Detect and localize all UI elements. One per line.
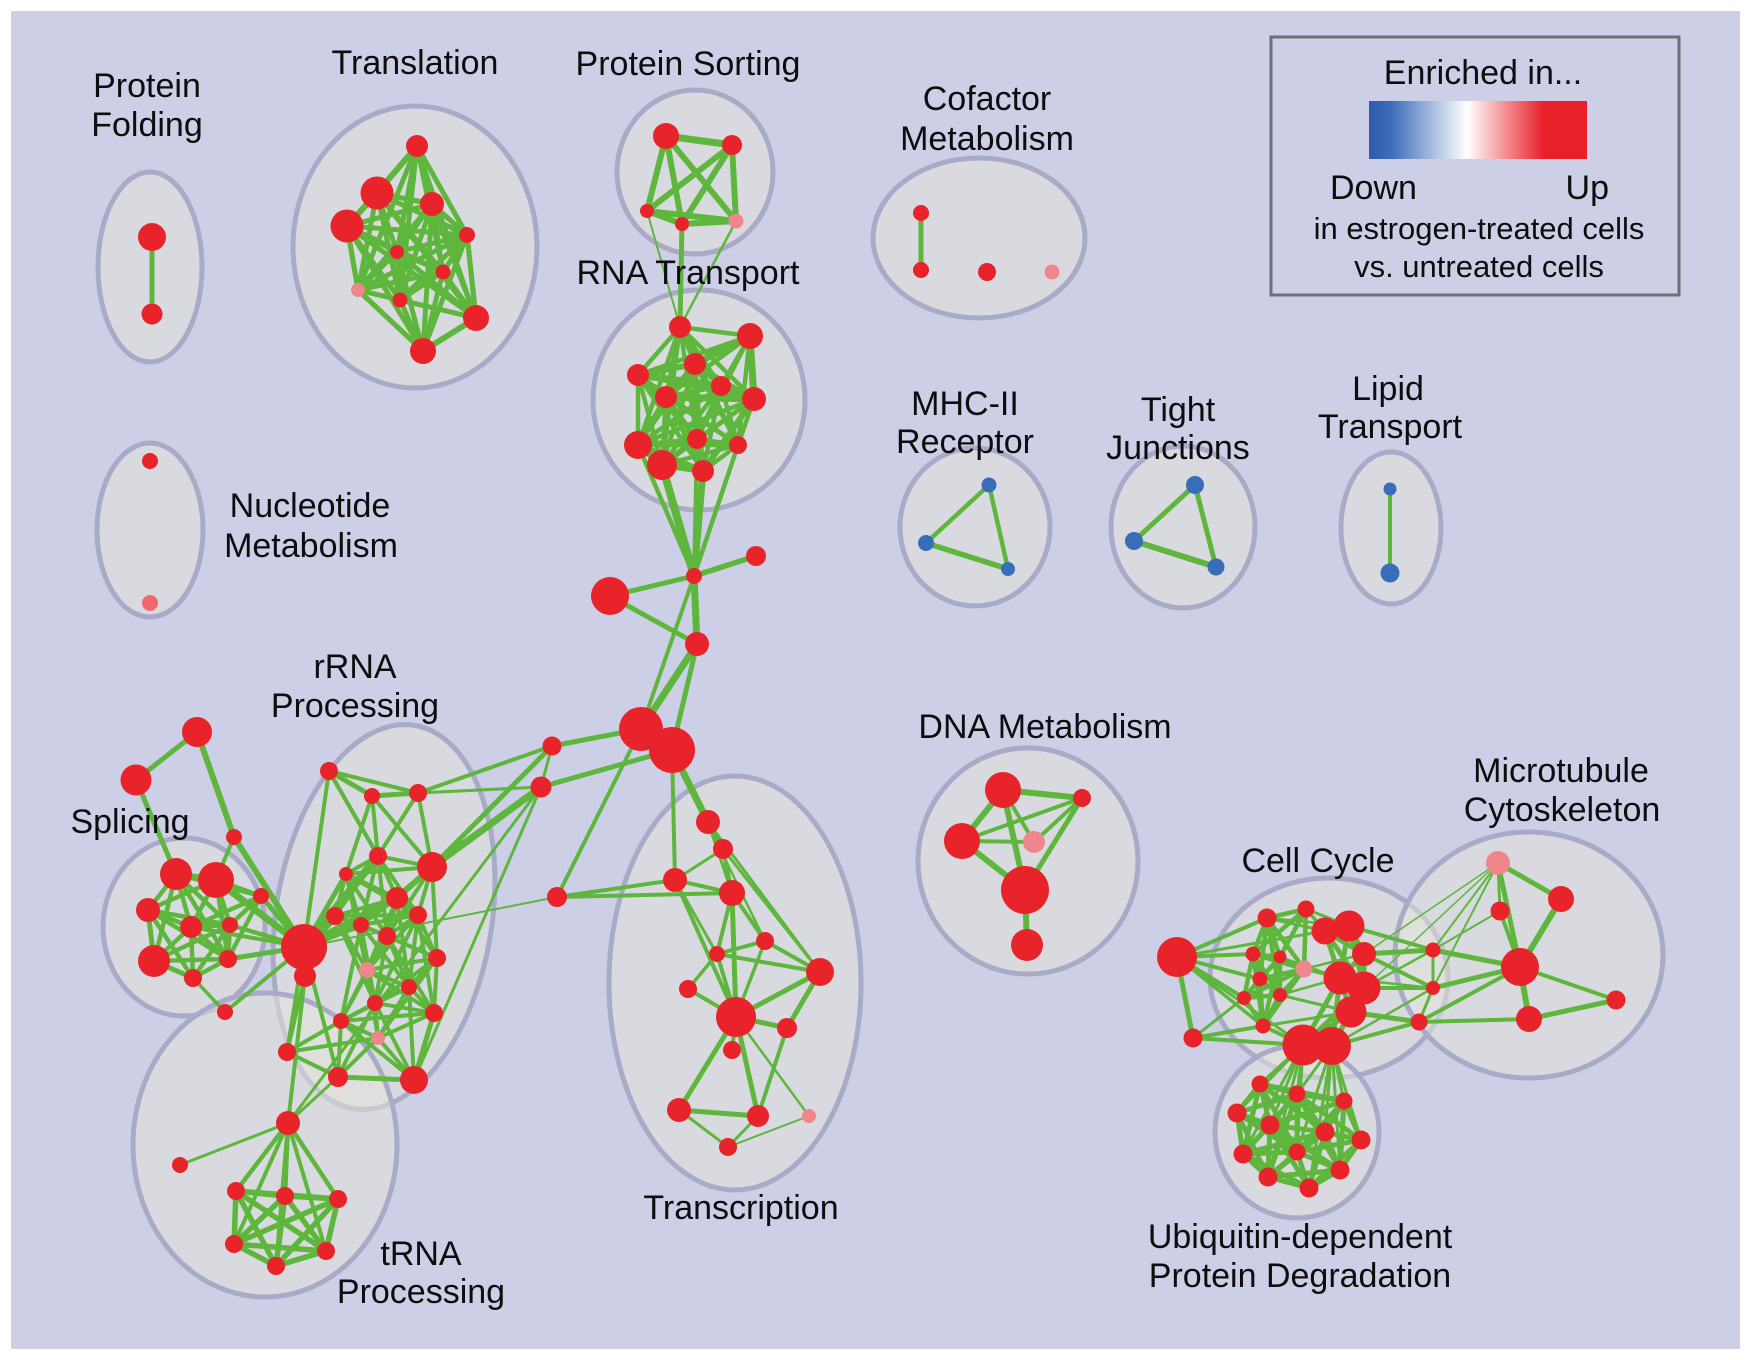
svg-text:Cytoskeleton: Cytoskeleton [1464,791,1661,829]
svg-text:DNA Metabolism: DNA Metabolism [918,708,1171,746]
svg-text:Lipid: Lipid [1352,370,1424,408]
svg-text:in estrogen-treated cells: in estrogen-treated cells [1314,211,1645,246]
svg-text:Splicing: Splicing [70,803,189,841]
svg-text:Translation: Translation [332,44,499,82]
svg-text:tRNA: tRNA [380,1235,462,1273]
svg-text:Processing: Processing [337,1273,505,1311]
svg-text:RNA Transport: RNA Transport [577,254,801,292]
svg-text:Metabolism: Metabolism [900,120,1074,158]
svg-text:Junctions: Junctions [1106,429,1250,467]
svg-text:rRNA: rRNA [313,648,396,686]
svg-text:Microtubule: Microtubule [1473,752,1649,790]
svg-text:Nucleotide: Nucleotide [230,487,391,525]
svg-text:vs. untreated cells: vs. untreated cells [1354,249,1604,284]
svg-text:Transcription: Transcription [643,1189,838,1227]
svg-text:Cell Cycle: Cell Cycle [1241,842,1394,880]
svg-text:Ubiquitin-dependent: Ubiquitin-dependent [1148,1218,1453,1256]
svg-text:Protein Degradation: Protein Degradation [1149,1257,1451,1295]
svg-text:Enriched in...: Enriched in... [1384,54,1582,92]
svg-text:MHC-II: MHC-II [911,385,1019,423]
svg-text:Down: Down [1330,169,1417,207]
svg-text:Cofactor: Cofactor [923,80,1052,118]
svg-text:Folding: Folding [91,106,203,144]
svg-text:Transport: Transport [1318,408,1463,446]
svg-text:Metabolism: Metabolism [224,527,398,565]
svg-text:Protein: Protein [93,67,201,105]
svg-text:Up: Up [1566,169,1609,207]
svg-text:Tight: Tight [1141,391,1216,429]
svg-text:Protein Sorting: Protein Sorting [576,45,801,83]
svg-text:Receptor: Receptor [896,423,1034,461]
svg-text:Processing: Processing [271,687,439,725]
